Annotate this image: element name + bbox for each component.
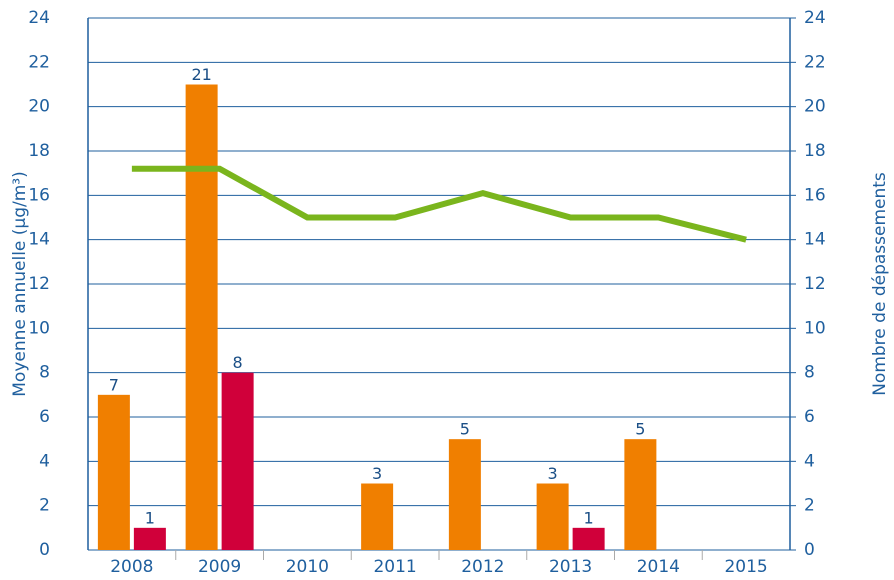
y-tick-label: 16 [28, 185, 50, 205]
bar [186, 85, 218, 551]
y-tick-label: 2 [39, 496, 50, 516]
data-label: 3 [548, 464, 558, 483]
y-tick-label: 6 [39, 407, 50, 427]
y2-tick-label: 24 [804, 8, 826, 28]
y2-tick-label: 18 [804, 141, 826, 161]
y-tick-label: 18 [28, 141, 50, 161]
y2-tick-label: 20 [804, 97, 826, 117]
y2-tick-label: 6 [804, 407, 815, 427]
bar [573, 528, 605, 550]
y2-tick-label: 10 [804, 318, 826, 338]
data-label: 8 [233, 353, 243, 372]
bar [134, 528, 166, 550]
data-label: 1 [584, 508, 594, 527]
y2-tick-label: 12 [804, 274, 826, 294]
y2-tick-label: 4 [804, 451, 815, 471]
bar [537, 484, 569, 551]
y-tick-label: 20 [28, 97, 50, 117]
line [132, 169, 746, 240]
bar [624, 439, 656, 550]
bar [98, 395, 130, 550]
data-label: 5 [635, 420, 645, 439]
y2-tick-label: 8 [804, 363, 815, 383]
x-tick-label: 2010 [286, 557, 329, 576]
x-tick-label: 2009 [198, 557, 241, 576]
y-tick-label: 8 [39, 363, 50, 383]
data-label: 5 [460, 420, 470, 439]
y2-tick-label: 22 [804, 52, 826, 72]
y-tick-label: 24 [28, 8, 50, 28]
x-tick-label: 2011 [373, 557, 416, 576]
x-tick-label: 2012 [461, 557, 504, 576]
y-tick-label: 14 [28, 230, 50, 250]
y-tick-label: 10 [28, 318, 50, 338]
y-tick-label: 22 [28, 52, 50, 72]
y-tick-label: 4 [39, 451, 50, 471]
chart: Moyenne annuelle (µg/m³) Nombre de dépas… [0, 0, 894, 576]
data-label: 7 [109, 375, 119, 394]
y2-tick-label: 16 [804, 185, 826, 205]
bar [222, 373, 254, 550]
y2-tick-label: 14 [804, 230, 826, 250]
data-label: 3 [372, 464, 382, 483]
bar [361, 484, 393, 551]
y-axis-title: Moyenne annuelle (µg/m³) [10, 171, 30, 396]
x-tick-label: 2008 [110, 557, 153, 576]
y2-tick-label: 0 [804, 540, 815, 560]
y-tick-label: 0 [39, 540, 50, 560]
x-tick-label: 2015 [724, 557, 767, 576]
data-label: 1 [145, 508, 155, 527]
y2-tick-label: 2 [804, 496, 815, 516]
x-tick-label: 2013 [549, 557, 592, 576]
y-tick-label: 12 [28, 274, 50, 294]
data-label: 21 [191, 65, 211, 84]
x-tick-label: 2014 [637, 557, 680, 576]
bar [449, 439, 481, 550]
y2-axis-title: Nombre de dépassements [870, 172, 890, 396]
